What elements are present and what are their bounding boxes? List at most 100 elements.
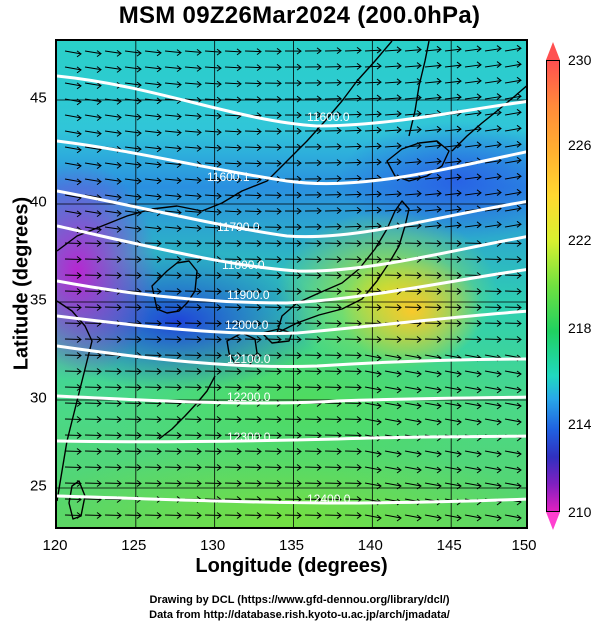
wind-arrow [444, 482, 462, 490]
wind-arrow [144, 81, 162, 89]
wind-arrow [204, 336, 222, 343]
wind-arrow [304, 352, 322, 359]
wind-arrow [144, 336, 162, 343]
map-title: MSM 09Z26Mar2024 (200.0hPa) [118, 2, 481, 29]
wind-arrow [384, 336, 402, 343]
wind-arrow [284, 336, 302, 343]
wind-arrow [224, 432, 242, 439]
wind-arrow [224, 336, 242, 343]
wind-arrow [424, 125, 442, 133]
wind-arrow [464, 466, 482, 474]
wind-arrow [84, 240, 102, 247]
wind-arrow [64, 114, 82, 122]
wind-arrow [84, 162, 102, 170]
wind-arrow [424, 272, 442, 279]
wind-arrow [64, 400, 82, 407]
wind-arrow [444, 205, 462, 213]
wind-arrow [444, 45, 462, 53]
wind-arrow [284, 256, 302, 263]
x-tick-label: 150 [511, 537, 537, 554]
wind-arrow [164, 225, 182, 233]
wind-arrow [444, 288, 462, 295]
x-axis-label: Longitude (degrees) [195, 555, 388, 577]
wind-arrow [464, 256, 482, 263]
wind-arrow [344, 142, 362, 150]
contour-label: 11600.0 [307, 110, 350, 124]
wind-arrow [204, 304, 222, 311]
wind-arrow [84, 336, 102, 343]
wind-arrow [124, 400, 142, 407]
wind-arrow [424, 77, 442, 85]
wind-arrow [184, 368, 202, 375]
wind-arrow [244, 272, 262, 279]
wind-arrow [144, 384, 162, 391]
wind-arrow [384, 386, 402, 394]
wind-arrow [184, 432, 202, 439]
wind-arrow [284, 432, 302, 439]
wind-arrow [304, 320, 322, 327]
wind-arrow [64, 288, 82, 295]
wind-arrow [364, 222, 382, 230]
wind-arrow [244, 304, 262, 311]
wind-arrow [484, 45, 502, 52]
colorbar-label: 214 [568, 416, 592, 432]
wind-arrow [424, 61, 442, 69]
wind-arrow [224, 48, 242, 56]
height-contour-line [57, 139, 526, 186]
wind-arrow [484, 320, 502, 327]
wind-arrow [484, 189, 502, 196]
wind-arrow [424, 173, 442, 181]
graticule [57, 41, 526, 527]
wind-arrow [344, 240, 362, 247]
wind-arrow [64, 464, 82, 471]
colorbar-label: 218 [568, 320, 592, 336]
wind-arrow [404, 110, 422, 117]
wind-arrow [224, 272, 242, 279]
wind-arrow [404, 126, 422, 133]
wind-arrow [244, 128, 262, 136]
wind-arrow [104, 129, 122, 137]
wind-arrow [404, 78, 422, 85]
wind-arrow [84, 432, 102, 439]
wind-arrow [404, 450, 422, 458]
wind-arrow [304, 272, 322, 279]
wind-arrow [384, 110, 402, 118]
wind-arrow [284, 127, 302, 135]
wind-arrow [444, 157, 462, 165]
wind-arrow [384, 94, 402, 102]
wind-arrow [204, 224, 222, 232]
wind-arrow [244, 224, 262, 232]
wind-arrow [144, 240, 162, 247]
wind-arrow [504, 240, 522, 247]
wind-arrow [304, 159, 322, 167]
wind-arrow [344, 448, 362, 455]
wind-arrow [144, 177, 162, 185]
wind-arrow [504, 188, 522, 196]
wind-arrow [244, 352, 262, 359]
wind-arrow [304, 175, 322, 183]
wind-arrow [464, 386, 482, 394]
wind-arrow [84, 512, 102, 519]
wind-arrow [144, 97, 162, 105]
wind-arrow [204, 384, 222, 391]
wind-arrow [204, 80, 222, 88]
coastline-korea [151, 260, 198, 314]
wind-arrow [484, 402, 502, 410]
wind-arrow [404, 482, 422, 490]
wind-arrow [504, 402, 522, 410]
wind-arrow [504, 172, 522, 180]
wind-arrow [484, 77, 502, 84]
wind-arrow [84, 114, 102, 122]
wind-arrow [324, 512, 342, 519]
wind-arrow [164, 448, 182, 455]
wind-arrow [344, 174, 362, 182]
wind-arrow [344, 336, 362, 343]
wind-arrow [244, 64, 262, 72]
wind-arrow [144, 480, 162, 487]
coastline-hokkaido [386, 140, 450, 182]
wind-arrow [184, 288, 202, 295]
x-tick-label: 135 [278, 537, 305, 554]
wind-arrow [284, 416, 302, 423]
height-contour-line [57, 189, 526, 239]
wind-arrow [284, 240, 302, 247]
